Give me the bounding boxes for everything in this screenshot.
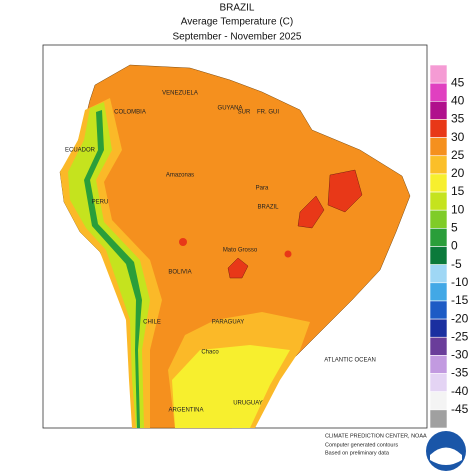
legend-swatch	[429, 228, 448, 247]
legend-swatch	[429, 300, 448, 320]
place-label: URUGUAY	[233, 401, 263, 407]
legend-label: -25	[451, 329, 469, 343]
place-label: ARGENTINA	[168, 408, 203, 414]
place-label: SUR	[238, 110, 251, 116]
place-label: Para	[256, 186, 269, 192]
legend-label: -45	[451, 402, 469, 416]
period-title: September - November 2025	[173, 32, 302, 43]
credit-line: CLIMATE PREDICTION CENTER, NOAA	[325, 433, 427, 439]
place-label: GUYANA	[218, 106, 243, 112]
place-label: Mato Grosso	[223, 248, 258, 254]
legend-swatch	[429, 137, 448, 157]
legend-label: -10	[451, 275, 469, 289]
legend-label: 15	[451, 184, 465, 198]
legend-swatch	[429, 318, 448, 338]
credit-line: Computer generated contours	[325, 442, 398, 448]
legend-label: 10	[451, 202, 465, 216]
legend-label: 20	[451, 166, 465, 180]
place-label: PARAGUAY	[212, 320, 244, 326]
place-label: VENEZUELA	[162, 91, 198, 97]
legend-label: 5	[451, 221, 458, 235]
land	[59, 64, 411, 429]
legend-swatch	[429, 82, 448, 102]
place-label: ECUADOR	[65, 148, 96, 154]
legend-label: 40	[451, 93, 465, 107]
noaa-logo	[426, 431, 466, 471]
legend-swatch	[429, 173, 448, 193]
legend: 45 40 35 30 25 20 15 10 5 0 -5 -10 -15 -20 -25 -30 -35 -4…	[429, 64, 469, 429]
legend-label: -35	[451, 366, 469, 380]
legend-swatch	[429, 282, 448, 302]
place-label: FR. GUI	[257, 110, 279, 116]
legend-label: 25	[451, 148, 465, 162]
place-label: Chaco	[201, 350, 219, 356]
legend-swatch	[429, 355, 448, 374]
legend-label: 35	[451, 112, 465, 126]
credit-line: Based on preliminary data	[325, 450, 390, 456]
legend-swatch	[429, 64, 448, 84]
legend-swatch	[429, 409, 448, 429]
legend-label: 45	[451, 75, 465, 89]
legend-swatch	[429, 209, 448, 229]
legend-swatch	[429, 101, 448, 120]
legend-label: -30	[451, 348, 469, 362]
legend-swatch	[429, 119, 448, 138]
legend-swatch	[429, 264, 448, 284]
legend-label: -20	[451, 311, 469, 325]
place-label: Amazonas	[166, 173, 194, 179]
region-title: BRAZIL	[219, 3, 254, 14]
legend-swatch	[429, 155, 448, 175]
place-label: ATLANTIC OCEAN	[324, 358, 376, 364]
legend-swatch	[429, 391, 448, 411]
place-label: BOLIVIA	[168, 270, 191, 276]
legend-swatch	[429, 336, 448, 356]
legend-label: 30	[451, 130, 465, 144]
legend-swatch	[429, 191, 448, 211]
legend-label: -15	[451, 293, 469, 307]
place-label: COLOMBIA	[114, 110, 146, 116]
place-label: BRAZIL	[257, 205, 279, 211]
legend-swatch	[429, 373, 448, 392]
legend-label: -5	[451, 257, 462, 271]
place-label: PERU	[92, 200, 109, 206]
legend-label: -40	[451, 384, 469, 398]
legend-label: 0	[451, 239, 458, 253]
variable-title: Average Temperature (C)	[181, 17, 293, 28]
legend-swatch	[429, 246, 448, 265]
place-label: CHILE	[143, 320, 161, 326]
